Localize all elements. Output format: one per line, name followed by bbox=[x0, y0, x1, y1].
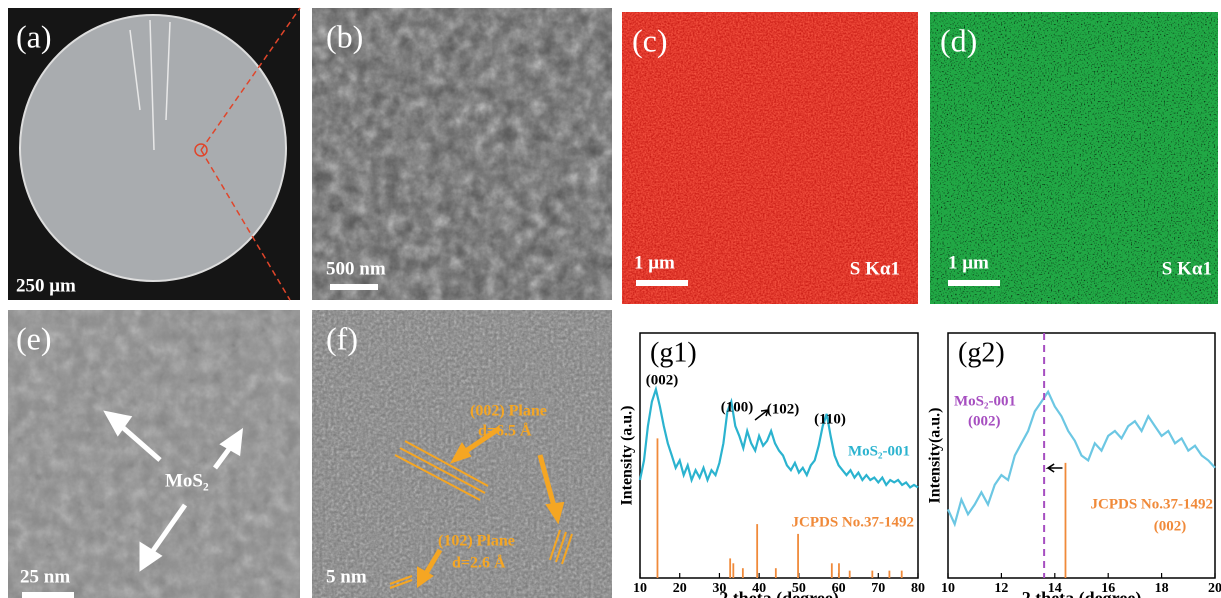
panel-c: (c) 1 μm S Kα1 bbox=[622, 12, 918, 304]
panel-e: MoS₂ (e) 25 nm bbox=[8, 310, 300, 598]
annotation: (102) Plane bbox=[438, 533, 515, 550]
annotation: d=6.5 Å bbox=[478, 422, 532, 440]
peak-label: (102) bbox=[767, 401, 800, 417]
x-tick-label: 20 bbox=[673, 581, 687, 596]
x-tick-label: 20 bbox=[1208, 581, 1221, 596]
x-tick-label: 12 bbox=[994, 581, 1008, 596]
annotation: d=2.6 Å bbox=[452, 554, 506, 572]
panel-f: (002) Plane d=6.5 Å (102) Plane d=2.6 Å … bbox=[312, 310, 612, 598]
scale-bar-label: 1 μm bbox=[634, 252, 675, 273]
element-label: S Kα1 bbox=[1162, 258, 1212, 279]
scale-bar bbox=[636, 280, 688, 286]
panel-d: (d) 1 μm S Kα1 bbox=[930, 12, 1218, 304]
scale-bar bbox=[22, 592, 74, 598]
scale-bar-label: 1 μm bbox=[948, 252, 989, 273]
panel-label: (e) bbox=[16, 320, 52, 356]
scale-bar-label: 250 μm bbox=[16, 275, 76, 296]
y-axis-label: Intensity (a.u.) bbox=[619, 405, 636, 505]
panel-label: (f) bbox=[326, 320, 358, 356]
peak-label: (002) bbox=[646, 372, 679, 388]
panel-label: (b) bbox=[326, 18, 363, 54]
scale-bar-label: 25 nm bbox=[20, 566, 70, 587]
legend-label: MoS₂-001 bbox=[954, 393, 1016, 409]
panel-label: (d) bbox=[940, 22, 977, 58]
x-tick-label: 10 bbox=[941, 581, 955, 596]
x-tick-label: 80 bbox=[911, 581, 925, 596]
panel-a: (a) 250 μm bbox=[8, 8, 300, 300]
x-axis-label: 2 theta (degree) bbox=[719, 588, 839, 598]
scale-bar-label: 5 nm bbox=[326, 566, 367, 587]
panel-label: (c) bbox=[632, 22, 668, 58]
page: (a) 250 μm (b) 500 nm (c) 1 μm S Kα1 (d)… bbox=[0, 0, 1221, 598]
panel-label: (a) bbox=[16, 18, 52, 54]
scale-bar bbox=[948, 280, 1000, 286]
scale-bar bbox=[330, 284, 378, 290]
panel-b: (b) 500 nm bbox=[312, 8, 612, 300]
y-axis-label: Intensity(a.u.) bbox=[927, 407, 944, 503]
scale-bar-label: 500 nm bbox=[326, 258, 386, 279]
element-label: S Kα1 bbox=[850, 258, 900, 279]
reference-sub-label: (002) bbox=[1154, 518, 1187, 534]
peak-label: (110) bbox=[814, 411, 846, 427]
annotation: MoS₂ bbox=[165, 470, 209, 491]
fiber-section bbox=[20, 15, 286, 281]
annotation: (002) Plane bbox=[470, 403, 547, 420]
x-tick-label: 18 bbox=[1155, 581, 1169, 596]
figure: (a) 250 μm (b) 500 nm (c) 1 μm S Kα1 (d)… bbox=[0, 0, 1221, 598]
x-tick-label: 70 bbox=[871, 581, 885, 596]
x-axis-label: 2 theta (degree) bbox=[1022, 588, 1142, 598]
legend-label: JCPDS No.37-1492 bbox=[792, 514, 915, 530]
peak-label: (100) bbox=[721, 399, 754, 415]
chart-title: (g2) bbox=[958, 337, 1005, 368]
legend-label: MoS₂-001 bbox=[848, 443, 910, 459]
series-sub-label: (002) bbox=[968, 413, 1001, 429]
x-tick-label: 10 bbox=[633, 581, 647, 596]
chart-title: (g1) bbox=[650, 337, 697, 368]
legend-label: JCPDS No.37-1492 bbox=[1091, 496, 1214, 512]
